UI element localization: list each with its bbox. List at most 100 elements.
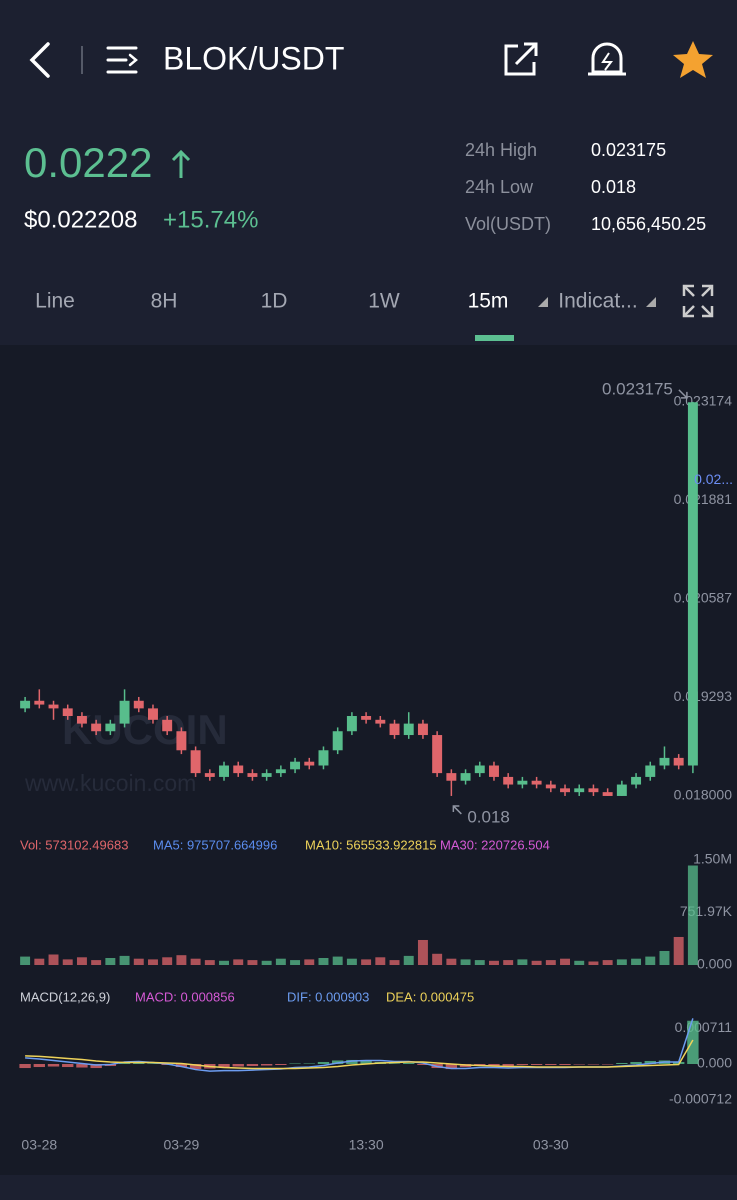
share-button[interactable] [504,42,538,76]
volume-bar [91,960,102,965]
candle-body [148,708,158,720]
macd-bar [246,1064,259,1067]
macd-bar [545,1064,557,1066]
macd-bar [388,1063,401,1064]
volume-bar [574,960,585,965]
tab[interactable]: 1W [368,290,400,313]
y-tick-label: 0.018000 [674,787,733,803]
candle-body [574,788,585,793]
x-tick-label: 03-28 [21,1137,57,1153]
candle-body [687,402,698,766]
candle-body [91,723,102,732]
candle-body [176,731,187,751]
candle-body [631,776,642,785]
macd-bar [260,1064,273,1066]
candle-body [616,784,627,796]
candle-body [275,769,286,774]
volume-bar [275,958,286,965]
y-tick-label: 0.000 [697,956,732,972]
macd-bar [502,1064,514,1067]
pair-title: BLOK/USDT [163,40,344,76]
legend-entry: DEA: 0.000475 [386,989,474,1004]
legend-entry: Vol: 573102.49683 [20,837,128,852]
tab[interactable]: 15m [468,290,509,313]
fullscreen-button[interactable] [682,284,714,318]
candle-body [119,700,130,724]
alert-button[interactable] [588,42,626,76]
tab[interactable]: 8H [151,290,178,313]
high-pointer [678,389,688,399]
volume-bar [460,959,471,965]
tab-underline [475,335,514,341]
footer-bg [0,1175,737,1200]
low-pointer [452,805,462,815]
favorite-star[interactable] [673,41,713,78]
candle-body [361,716,372,720]
candle-body [219,765,229,777]
volume-bar [588,961,599,965]
macd-bar [644,1060,656,1064]
macd-bar [303,1063,315,1064]
candle-body [588,788,599,793]
macd-bar [90,1064,102,1069]
candle-body [48,704,59,709]
macd-bar [687,1020,699,1064]
legend-entry: MACD: 0.000856 [135,989,235,1004]
macd-bar [559,1064,571,1066]
y-tick-label: 751.97K [680,903,733,919]
macd-bar [47,1064,60,1067]
candle-body [403,723,414,736]
stat-label: 24h Low [465,177,534,197]
high-annotation: 0.023175 [602,379,673,398]
volume-bar [20,956,31,965]
volume-bar [687,865,698,965]
tab[interactable]: Line [35,290,75,313]
menu-button[interactable] [106,46,138,74]
candle-body [560,788,570,793]
macd-bar [530,1064,543,1066]
x-tick-label: 03-29 [163,1137,199,1153]
macd-bar [360,1060,372,1064]
volume-bar [247,960,258,965]
candle-body [346,716,357,732]
legend-entry: DIF: 0.000903 [287,989,369,1004]
x-tick-label: 13:30 [349,1137,384,1153]
candle-body [645,765,656,777]
candle-body [545,784,556,789]
volume-bar [290,960,301,965]
candle-body [673,757,684,766]
legend-entry: MA10: 565533.922815 [305,837,437,852]
up-arrow [171,149,191,178]
candle-body [133,700,144,709]
macd-bar [19,1064,31,1069]
back-button[interactable] [29,42,50,78]
candle-body [105,723,116,732]
macd-bar [417,1064,429,1066]
volume-bar [489,960,499,965]
tab[interactable]: Indicat... [558,290,637,313]
volume-bar [133,958,144,965]
macd-bar [445,1064,458,1070]
macd-bar [275,1064,287,1066]
macd-bar [516,1064,529,1066]
volume-bar [417,939,428,965]
candle-body [290,761,301,770]
stat-value: 0.018 [591,177,636,197]
volume-bar [148,959,158,965]
volume-bar [304,959,315,965]
candle-body [162,719,173,732]
watermark: www.kucoin.com [24,770,196,796]
candle-body [62,708,73,717]
candle-body [417,723,428,736]
candle-body [247,773,258,777]
tab[interactable]: 1D [261,290,288,313]
volume-bar [190,958,201,965]
chart-bg [0,345,737,1175]
candle-body [460,773,471,781]
volume-bar [531,960,542,965]
macd-bar [33,1064,45,1068]
y-tick-label: 1.50M [693,851,732,867]
last-price-label: 0.02... [694,471,733,487]
stat-label: 24h High [465,140,537,160]
